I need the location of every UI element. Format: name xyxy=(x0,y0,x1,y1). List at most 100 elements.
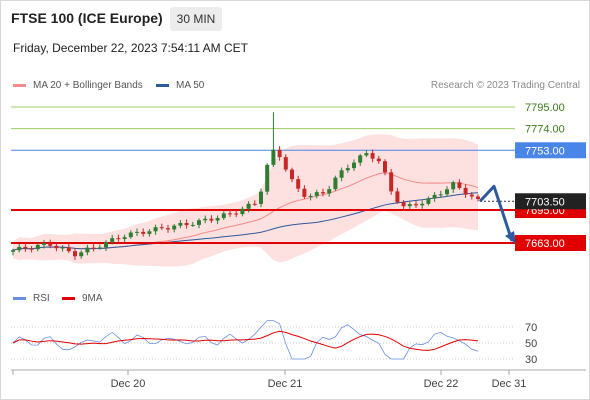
forecast-arrow xyxy=(478,184,516,244)
candle-body xyxy=(209,218,214,221)
candle-body xyxy=(352,162,356,169)
candle-body xyxy=(228,213,232,215)
candle xyxy=(401,199,406,210)
candle xyxy=(29,245,34,253)
rsi-tick-70: 70 xyxy=(525,322,537,334)
candle xyxy=(97,244,102,250)
candle-body xyxy=(376,158,381,162)
candle xyxy=(252,200,257,206)
candle-body xyxy=(141,231,146,234)
candle xyxy=(414,200,418,209)
rsi-tick-30: 30 xyxy=(525,354,537,366)
current-price-tag xyxy=(515,193,586,210)
candle-body xyxy=(48,243,53,246)
candle xyxy=(476,194,480,202)
candle-body xyxy=(215,218,220,221)
candle-body xyxy=(259,191,263,204)
candle xyxy=(215,215,220,225)
moving-averages xyxy=(12,192,479,251)
candle xyxy=(79,250,84,259)
candle xyxy=(265,163,270,195)
timeframe-button[interactable]: 30 MIN xyxy=(170,7,222,31)
candle xyxy=(35,242,40,252)
rsi-panel: 70 50 30 xyxy=(11,320,537,366)
candle xyxy=(104,240,108,251)
candle xyxy=(259,188,263,208)
level-label-4: 7663.00 xyxy=(525,238,565,250)
candle xyxy=(432,192,437,202)
candle xyxy=(122,234,127,243)
candle xyxy=(234,210,239,218)
candle-body xyxy=(79,252,84,257)
candle-body xyxy=(339,170,344,178)
candle xyxy=(395,187,400,204)
rsi-swatch xyxy=(13,297,26,300)
candle-body xyxy=(389,172,394,192)
candle xyxy=(153,224,158,235)
candle xyxy=(314,189,319,199)
candle xyxy=(407,201,412,209)
candle xyxy=(283,154,288,172)
candle-body xyxy=(395,191,400,203)
candle xyxy=(333,175,338,192)
candle-body xyxy=(60,247,65,249)
candle-body xyxy=(445,189,449,195)
candle xyxy=(376,155,381,164)
candle-body xyxy=(370,153,375,159)
candle-body xyxy=(358,155,363,163)
candle xyxy=(42,239,46,249)
level-label-0: 7795.00 xyxy=(525,102,565,114)
candle xyxy=(184,219,189,229)
candle xyxy=(327,185,332,197)
legend-ma9: 9MA xyxy=(62,293,103,304)
candle xyxy=(11,248,15,256)
rsi-line xyxy=(12,320,479,360)
legend-rsi-label: RSI xyxy=(33,293,50,304)
candle-body xyxy=(66,247,71,252)
candle-body xyxy=(290,169,294,180)
candle-body xyxy=(190,224,195,226)
candle-body xyxy=(42,243,46,245)
candle-body xyxy=(147,231,152,234)
x-tick-label-2: Dec 22 xyxy=(424,378,459,390)
candle-body xyxy=(128,232,133,238)
candle xyxy=(48,239,53,249)
candle xyxy=(73,247,77,260)
candle-body xyxy=(463,187,468,195)
candles xyxy=(11,112,480,260)
candle xyxy=(457,179,462,190)
candle-body xyxy=(438,194,443,196)
candle-body xyxy=(246,203,251,209)
candle-body xyxy=(414,204,418,206)
candle xyxy=(445,186,449,197)
candle-body xyxy=(277,149,282,158)
candle xyxy=(85,244,90,256)
candle xyxy=(135,228,139,237)
legend-ma50: MA 50 xyxy=(156,80,204,91)
candle-body xyxy=(35,244,40,250)
legend-rsi: RSI xyxy=(13,293,50,304)
bollinger-band xyxy=(12,134,479,267)
candle xyxy=(147,229,152,237)
candle xyxy=(469,191,474,200)
ma9-line xyxy=(12,330,479,351)
bollinger-fill xyxy=(13,134,478,267)
candle-body xyxy=(116,238,121,240)
rsi-tick-50: 50 xyxy=(525,338,537,350)
candle-body xyxy=(469,194,474,197)
candle-body xyxy=(97,247,102,249)
candle xyxy=(91,244,96,252)
candle-body xyxy=(364,153,369,156)
candle xyxy=(66,243,71,254)
candle-body xyxy=(283,157,288,170)
ma50-swatch xyxy=(156,84,169,87)
legend-bollinger: MA 20 + Bollinger Bands xyxy=(13,80,143,91)
candle xyxy=(352,159,356,172)
candle-body xyxy=(54,245,59,249)
candle-body xyxy=(23,246,28,249)
candle-body xyxy=(252,203,257,205)
candle xyxy=(128,230,133,239)
legend-bollinger-label: MA 20 + Bollinger Bands xyxy=(33,80,143,91)
candle-body xyxy=(407,204,412,207)
candle-body xyxy=(172,225,177,230)
